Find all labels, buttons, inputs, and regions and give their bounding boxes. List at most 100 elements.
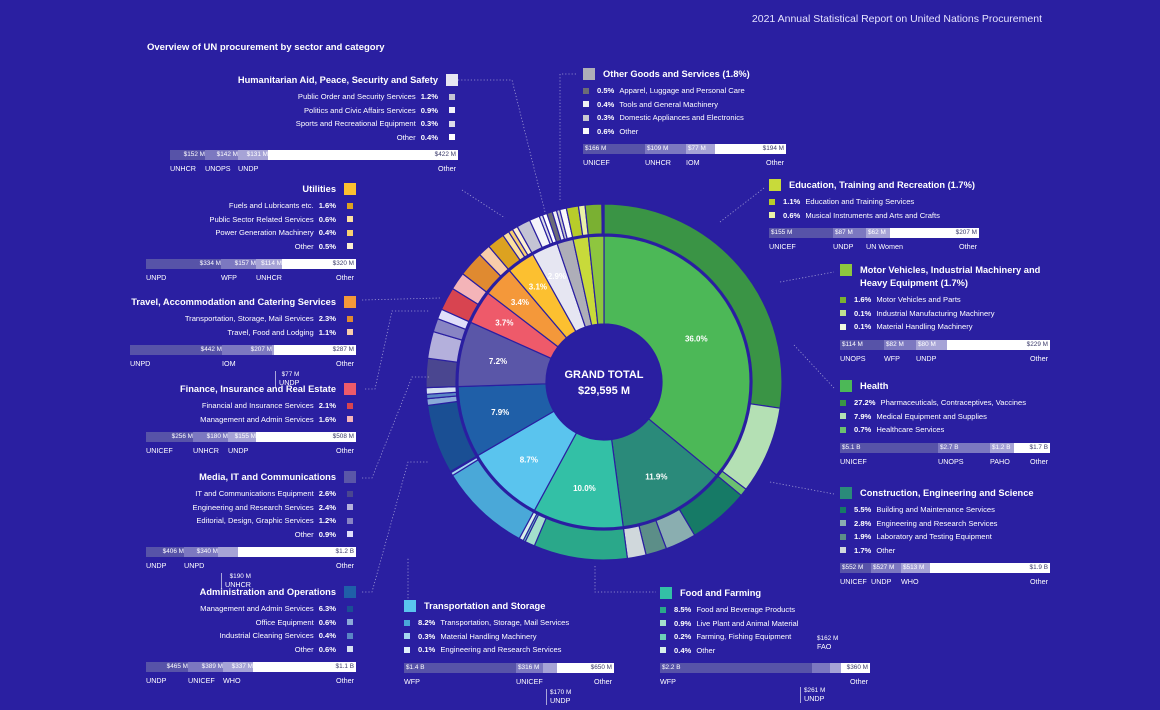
subcategory-percent: 0.1% (854, 322, 872, 331)
sector-percent-label: 7.9% (491, 408, 509, 417)
category-title: Finance, Insurance and Real Estate (146, 383, 356, 396)
agency-note-below: $261 M UNDP (800, 687, 825, 703)
agency-bar-other: $360 M (846, 664, 868, 671)
agency-bar-segment: $337 M (223, 662, 253, 672)
subcategory-percent: 1.7% (854, 545, 872, 555)
sector-5: 7.2% (425, 308, 552, 389)
subcategory-percent: 0.6% (783, 210, 801, 220)
subcategory-swatch (404, 646, 410, 653)
subcategory-row: 2.8% Engineering and Research Services (840, 517, 1050, 531)
subcategory-percent: 1.9% (854, 532, 872, 541)
grand-total-value: $29,595 M (578, 385, 630, 397)
color-swatch (840, 487, 852, 499)
agency-name: WHO (223, 676, 241, 685)
subcategory-swatch (449, 120, 455, 127)
subcategory-swatch (347, 315, 353, 322)
category-education: Education, Training and Recreation (1.7%… (769, 179, 979, 251)
subcategory-row: 0.3% Domestic Appliances and Electronics (583, 111, 786, 125)
subcategory-row: 0.9% Live Plant and Animal Material (660, 617, 870, 631)
subcategory-percent: 2.3% (318, 314, 336, 323)
agency-name: UNOPS (840, 353, 866, 363)
sector-percent-label: 8.7% (520, 456, 538, 465)
subcategory-swatch (840, 310, 846, 317)
subcategory-row: 0.5% Apparel, Luggage and Personal Care (583, 84, 786, 98)
agency-labels: UNOPS WFP UNDP Other (840, 350, 1050, 363)
agency-bar-segment: $5.1 B (840, 442, 938, 453)
sector-4: 7.9% (425, 383, 555, 473)
subcategory-row: Public Sector Related Services 0.6% (146, 213, 356, 227)
agency-bar-segment: $1.2 B (990, 442, 1014, 453)
agency-bar-segment: $62 M (866, 228, 890, 238)
agency-bar-segment: $109 M (645, 144, 686, 154)
sector-0: 36.0% (603, 203, 783, 497)
subcategory-label: Other (294, 644, 314, 654)
subcategory-row: Editorial, Design, Graphic Services 1.2% (146, 514, 356, 528)
agency-bar-segment: $2.7 B (938, 442, 990, 453)
subcategory-swatch (347, 402, 353, 409)
color-swatch (840, 264, 852, 276)
category-title-text: Travel, Accommodation and Catering Servi… (131, 297, 336, 307)
agency-name: UNPD (130, 359, 151, 368)
subcategory-swatch (583, 101, 589, 108)
agency-name-other: Other (336, 273, 354, 282)
subcategory-label: Material Handling Machinery (876, 322, 973, 331)
agency-labels: UNICEF UNHCR UNDP Other (146, 442, 356, 455)
category-title-text: Administration and Operations (199, 587, 336, 597)
category-title: Motor Vehicles, Industrial Machinery and… (840, 264, 1050, 290)
subcategory-row: Other 0.6% (146, 643, 356, 657)
subcategory-swatch (583, 114, 589, 121)
agency-name-other: Other (438, 164, 456, 173)
leader-line (362, 461, 428, 593)
note-agency: UNHCR (225, 580, 251, 589)
subcategory-label: Industrial Cleaning Services (219, 631, 314, 640)
subcategory-percent: 2.4% (318, 502, 336, 512)
color-swatch (344, 183, 356, 195)
agency-bar-other: $229 M (1026, 340, 1048, 348)
color-swatch (404, 600, 416, 612)
subcategory-row: 1.6% Motor Vehicles and Parts (840, 293, 1050, 307)
subcategory-label: Other (294, 241, 314, 251)
agency-bar-segment (830, 663, 841, 673)
subcategory-swatch (660, 647, 666, 654)
subcategory-swatch (347, 216, 353, 223)
subcategory-label: Transportation, Storage, Mail Services (440, 618, 570, 627)
agency-name: UNDP (833, 242, 854, 251)
subcategory-label: IT and Communications Equipment (195, 489, 314, 498)
subcategory-row: Sports and Recreational Equipment 0.3% (170, 117, 458, 131)
subcategory-row: Financial and Insurance Services 2.1% (146, 399, 356, 413)
sector-percent-label: 11.9% (645, 472, 667, 481)
agency-labels: WFP Other (660, 673, 870, 686)
subcategory-percent: 7.9% (854, 411, 872, 421)
agency-bar-other: $194 M (762, 145, 784, 152)
agency-bar-segment: $142 M (205, 150, 238, 160)
agency-bar-other: $1.1 B (335, 663, 354, 670)
subcategory-label: Fuels and Lubricants etc. (228, 201, 314, 210)
center-hole (547, 325, 661, 439)
subcategory-label: Politics and Civic Affairs Services (303, 105, 416, 115)
agency-bar-other: $650 M (590, 663, 612, 671)
agency-bar-segment: $77 M (686, 144, 715, 154)
subcategory-row: 8.5% Food and Beverage Products (660, 603, 870, 617)
leader-line (594, 566, 656, 593)
agency-bar-segment (543, 662, 557, 673)
subcategory-swatch (660, 606, 666, 613)
agency-bar-segment: $155 M (769, 228, 833, 238)
subcategory-label: Other (619, 126, 639, 136)
subcategory-row: Travel, Food and Lodging 1.1% (130, 326, 356, 340)
agency-name: IOM (222, 359, 236, 368)
subcategory-percent: 0.5% (597, 86, 615, 95)
subcategory-swatch (404, 633, 410, 640)
leader-line (461, 189, 506, 219)
subcategory-percent: 0.6% (318, 214, 336, 224)
agency-bar: $465 M $389 M $337 M $1.1 B (146, 662, 356, 672)
subcategory-row: IT and Communications Equipment 2.6% (146, 487, 356, 501)
agency-bar-segment: $552 M (840, 563, 871, 573)
subcategory-label: Office Equipment (255, 617, 314, 627)
subcategory-percent: 1.2% (318, 516, 336, 525)
subcategory-label: Live Plant and Animal Material (696, 618, 799, 628)
subcategory-row: 5.5% Building and Maintenance Services (840, 503, 1050, 517)
subcategory-label: Healthcare Services (876, 425, 945, 434)
agency-bar-other: $422 M (434, 151, 456, 158)
color-swatch (769, 179, 781, 191)
agency-name-other: Other (1030, 577, 1048, 586)
